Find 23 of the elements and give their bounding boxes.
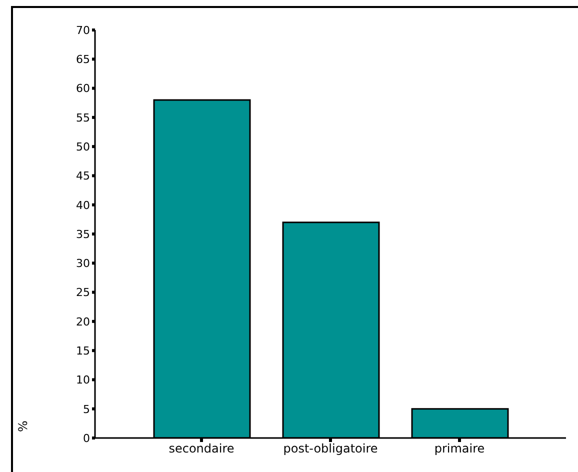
y-tick-label: 45 <box>76 170 90 183</box>
y-tick-label: 65 <box>76 53 90 66</box>
y-tick-label: 40 <box>76 198 90 212</box>
y-tick-label: 25 <box>76 286 90 300</box>
bar <box>282 222 380 438</box>
y-tick-label: 35 <box>76 228 90 241</box>
y-tick-label: 15 <box>76 344 90 358</box>
y-tick-label: 70 <box>76 24 90 37</box>
frame: % secondaire post-obligatoire primaire 0 5 10 15 20 25 30 35 40 45 50 55 60 65 70 <box>11 6 578 472</box>
bar <box>411 408 509 438</box>
y-tick-label: 30 <box>76 257 90 270</box>
y-tick-label: 0 <box>83 432 90 445</box>
y-axis-title: % <box>16 420 30 432</box>
y-tick-label: 5 <box>83 402 90 416</box>
y-tick-label: 60 <box>76 82 90 96</box>
y-tick-label: 55 <box>76 111 90 124</box>
x-tick-label: post-obligatoire <box>283 442 378 456</box>
x-tick-label: secondaire <box>168 442 234 456</box>
bar <box>153 99 251 438</box>
y-tick-label: 50 <box>76 140 90 154</box>
y-tick-label: 10 <box>76 374 90 387</box>
x-tick-label: primaire <box>434 442 485 456</box>
y-tick-label: 20 <box>76 315 90 328</box>
